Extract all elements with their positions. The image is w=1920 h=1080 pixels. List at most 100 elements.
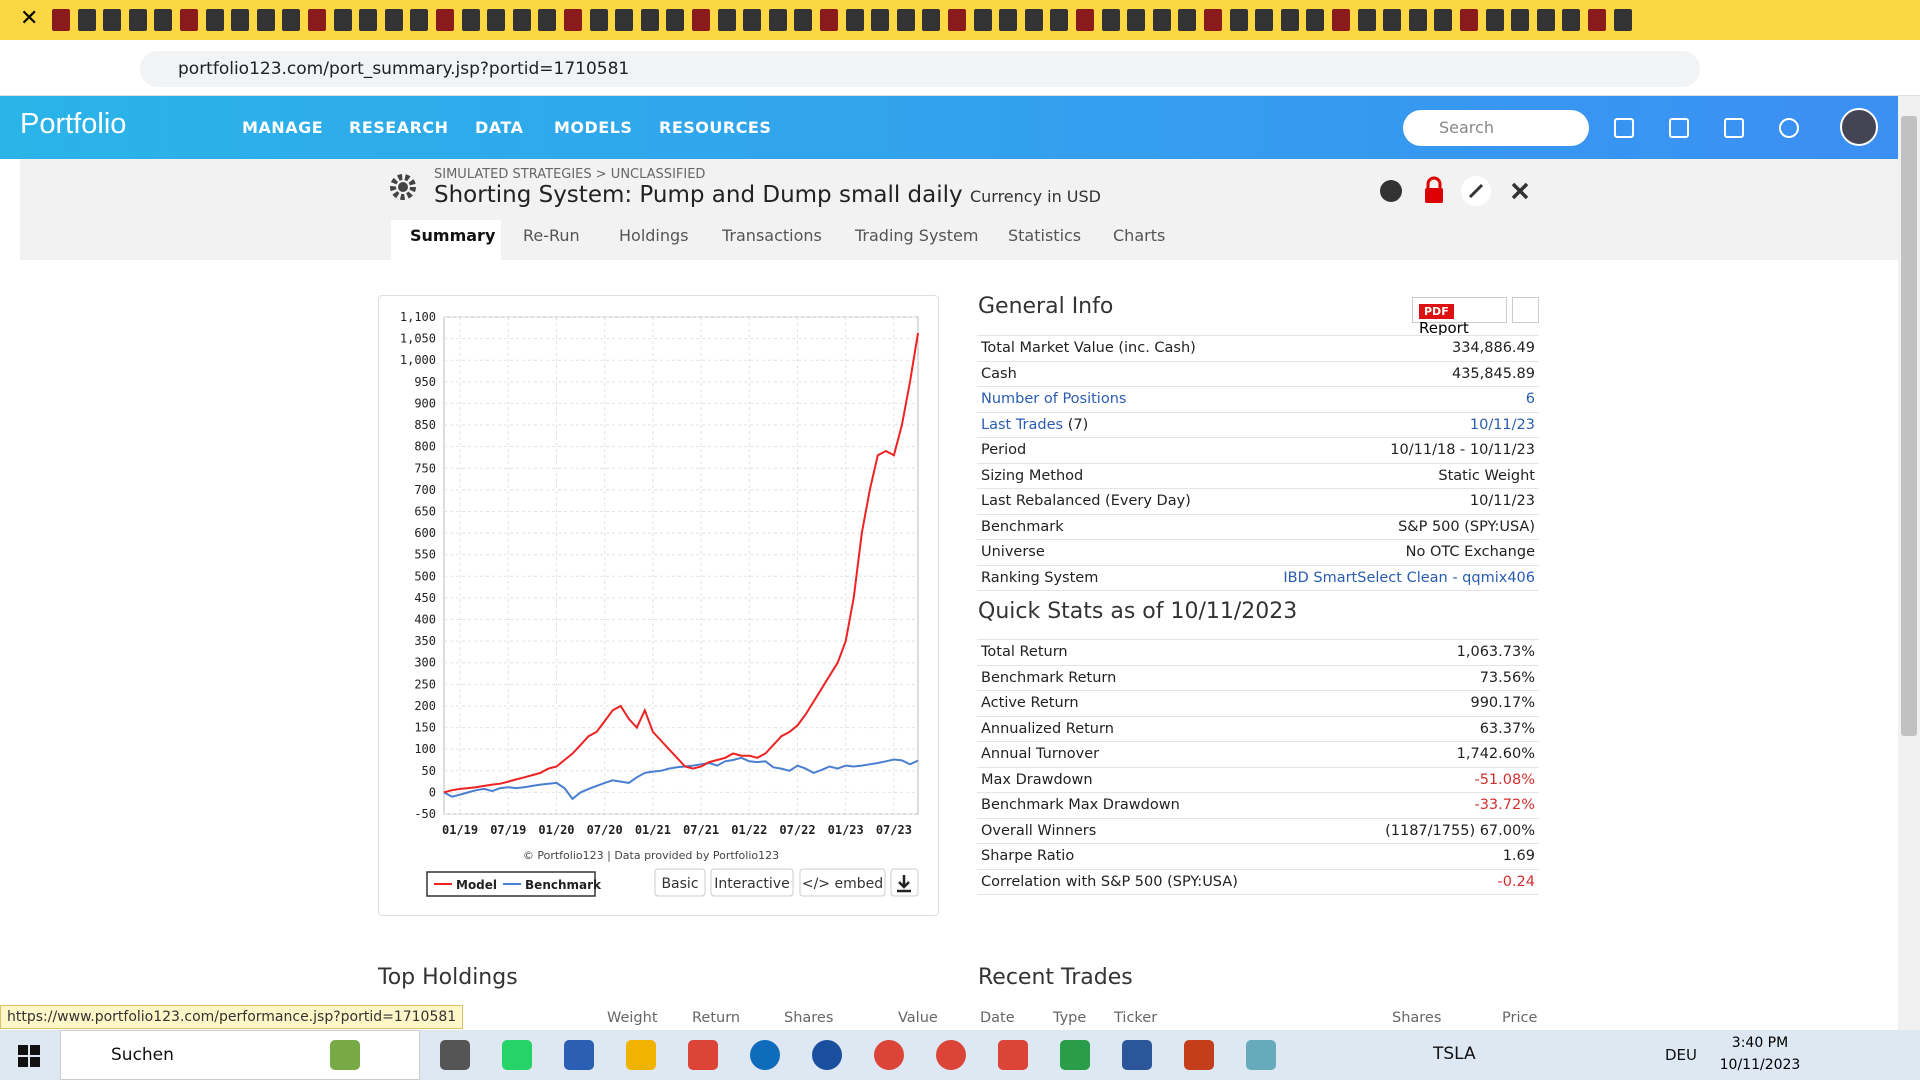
- tab-favicon[interactable]: [1127, 9, 1146, 31]
- tab-favicon[interactable]: [1460, 9, 1478, 31]
- tab-favicon[interactable]: [180, 9, 198, 31]
- tab-favicon[interactable]: [564, 9, 582, 31]
- row-value[interactable]: IBD SmartSelect Clean - qqmix406: [1283, 569, 1535, 586]
- tab-favicon[interactable]: [384, 9, 403, 31]
- tab-favicon[interactable]: [794, 9, 813, 31]
- avatar[interactable]: [1840, 108, 1878, 146]
- chart-button-label[interactable]: Basic: [661, 876, 698, 892]
- nav-item[interactable]: MANAGE: [242, 118, 324, 137]
- tab-favicon[interactable]: [589, 9, 608, 31]
- tab-favicon[interactable]: [77, 9, 96, 31]
- nav-icon[interactable]: [1669, 118, 1689, 138]
- tab-favicon[interactable]: [1101, 9, 1120, 31]
- settings-icon[interactable]: [386, 170, 420, 204]
- tab-favicon[interactable]: [743, 9, 762, 31]
- tab-favicon[interactable]: [973, 9, 992, 31]
- nav-item[interactable]: MODELS: [554, 118, 633, 137]
- tab-favicon[interactable]: [615, 9, 634, 31]
- tab-favicon[interactable]: [128, 9, 147, 31]
- row-label[interactable]: Last Trades: [981, 416, 1064, 433]
- tab-favicon[interactable]: [538, 9, 557, 31]
- start-button[interactable]: [18, 1045, 40, 1067]
- tab-favicon[interactable]: [820, 9, 838, 31]
- taskbar-app[interactable]: [998, 1040, 1028, 1070]
- tab-favicon[interactable]: [308, 9, 326, 31]
- chart-button[interactable]: [710, 868, 794, 897]
- report-button[interactable]: PDF Report: [1412, 297, 1507, 337]
- page-tab[interactable]: Trading System: [855, 226, 979, 245]
- tab-favicon[interactable]: [1434, 9, 1453, 31]
- tab-favicon[interactable]: [205, 9, 224, 31]
- tab-favicon[interactable]: [1588, 9, 1606, 31]
- tab-favicon[interactable]: [768, 9, 787, 31]
- taskbar-app[interactable]: [1184, 1040, 1214, 1070]
- tab-favicon[interactable]: [1613, 9, 1632, 31]
- taskbar-app[interactable]: [750, 1040, 780, 1070]
- clock-date[interactable]: 10/11/2023: [1719, 1057, 1801, 1073]
- clock-time[interactable]: 3:40 PM: [1731, 1035, 1789, 1051]
- tab-favicon[interactable]: [999, 9, 1018, 31]
- tab-favicon[interactable]: [1511, 9, 1530, 31]
- taskbar-app[interactable]: [812, 1040, 842, 1070]
- close-tab[interactable]: ✕: [20, 6, 39, 31]
- header-icons[interactable]: [1375, 176, 1535, 206]
- page-tab[interactable]: Holdings: [619, 226, 689, 245]
- tab-favicon[interactable]: [666, 9, 685, 31]
- page-tab[interactable]: Re-Run: [523, 226, 580, 245]
- url[interactable]: portfolio123.com/port_summary.jsp?portid…: [140, 51, 1700, 87]
- tab-favicon[interactable]: [1178, 9, 1197, 31]
- scroll-thumb[interactable]: [1901, 116, 1917, 736]
- tab-favicon[interactable]: [1485, 9, 1504, 31]
- taskbar-app[interactable]: [626, 1040, 656, 1070]
- nav-item[interactable]: DATA: [475, 118, 524, 137]
- tab-favicon[interactable]: [461, 9, 480, 31]
- tab-favicon[interactable]: [1204, 9, 1222, 31]
- tab-favicon[interactable]: [717, 9, 736, 31]
- row-label[interactable]: Number of Positions: [981, 391, 1127, 407]
- nav-icon[interactable]: [1779, 118, 1799, 138]
- page-tab[interactable]: Statistics: [1008, 226, 1082, 245]
- tab-favicon[interactable]: [436, 9, 454, 31]
- taskbar-app[interactable]: [564, 1040, 594, 1070]
- search-box[interactable]: Search: [1403, 110, 1589, 146]
- tab-favicon[interactable]: [52, 9, 70, 31]
- tab-favicon[interactable]: [154, 9, 173, 31]
- nav-icon[interactable]: [1614, 118, 1634, 138]
- tab-favicon[interactable]: [640, 9, 659, 31]
- row-value[interactable]: 10/11/23: [1469, 416, 1535, 433]
- nav-icon[interactable]: [1724, 118, 1744, 138]
- row-value[interactable]: -0.24: [1497, 873, 1535, 890]
- tray-ticker[interactable]: TSLA: [1433, 1044, 1476, 1064]
- tray-lang[interactable]: DEU: [1665, 1046, 1698, 1064]
- tab-favicon[interactable]: [922, 9, 941, 31]
- tab-favicon[interactable]: [282, 9, 301, 31]
- scrollbar[interactable]: [1898, 96, 1920, 1030]
- tab-favicon[interactable]: [359, 9, 378, 31]
- page-tab[interactable]: Summary: [410, 226, 496, 245]
- page-tab[interactable]: Charts: [1113, 226, 1166, 245]
- taskbar-app[interactable]: [688, 1040, 718, 1070]
- tab-favicon[interactable]: [1024, 9, 1043, 31]
- tab-favicon[interactable]: [692, 9, 710, 31]
- tab-favicon[interactable]: [1536, 9, 1555, 31]
- brand[interactable]: Portfolio: [20, 108, 127, 140]
- tab-favicon[interactable]: [845, 9, 864, 31]
- chart-button-label[interactable]: </> embed: [802, 876, 883, 892]
- taskbar-app[interactable]: [1122, 1040, 1152, 1070]
- tab-favicon[interactable]: [896, 9, 915, 31]
- taskbar-app[interactable]: [936, 1040, 966, 1070]
- taskbar-app[interactable]: [440, 1040, 470, 1070]
- taskbar-app[interactable]: [874, 1040, 904, 1070]
- tab-favicon[interactable]: [948, 9, 966, 31]
- taskbar-app[interactable]: [330, 1040, 360, 1070]
- tab-favicon[interactable]: [410, 9, 429, 31]
- chart-button[interactable]: [654, 868, 706, 897]
- taskbar-app[interactable]: [1246, 1040, 1276, 1070]
- row-value[interactable]: -51.08%: [1474, 771, 1535, 788]
- tab-favicon[interactable]: [1383, 9, 1402, 31]
- tab-favicon[interactable]: [512, 9, 531, 31]
- tab-favicon[interactable]: [1280, 9, 1299, 31]
- row-value[interactable]: 6: [1525, 391, 1535, 407]
- taskbar-app[interactable]: [502, 1040, 532, 1070]
- row-value[interactable]: -33.72%: [1474, 797, 1535, 813]
